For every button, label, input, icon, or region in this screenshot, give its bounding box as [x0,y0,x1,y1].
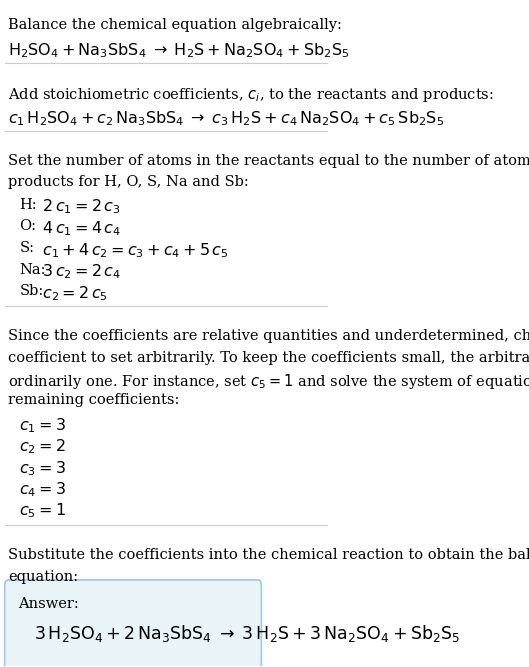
Text: Since the coefficients are relative quantities and underdetermined, choose a: Since the coefficients are relative quan… [8,329,529,344]
Text: $\mathregular{H_2SO_4} + \mathregular{Na_3SbS_4}$$\;\rightarrow\; \mathregular{H: $\mathregular{H_2SO_4} + \mathregular{Na… [8,41,350,60]
Text: $\;2\,c_1 = 2\,c_3$: $\;2\,c_1 = 2\,c_3$ [38,197,121,216]
Text: Balance the chemical equation algebraically:: Balance the chemical equation algebraica… [8,18,342,32]
Text: $3\, \mathregular{H_2SO_4} + 2\, \mathregular{Na_3SbS_4} \;\rightarrow\; 3\, \ma: $3\, \mathregular{H_2SO_4} + 2\, \mathre… [34,623,461,644]
Text: Add stoichiometric coefficients, $c_i$, to the reactants and products:: Add stoichiometric coefficients, $c_i$, … [8,86,494,104]
Text: S:: S: [20,241,34,255]
Text: Na:: Na: [20,263,46,277]
Text: products for H, O, S, Na and Sb:: products for H, O, S, Na and Sb: [8,175,249,189]
Text: $\;c_2 = 2\,c_5$: $\;c_2 = 2\,c_5$ [38,284,107,303]
FancyBboxPatch shape [5,580,261,667]
Text: H:: H: [20,197,37,211]
Text: $\;3\,c_2 = 2\,c_4$: $\;3\,c_2 = 2\,c_4$ [38,263,121,281]
Text: remaining coefficients:: remaining coefficients: [8,393,179,407]
Text: $c_4 = 3$: $c_4 = 3$ [20,480,66,499]
Text: Answer:: Answer: [18,597,79,611]
Text: $\;c_1 + 4\,c_2 = c_3 + c_4 + 5\,c_5$: $\;c_1 + 4\,c_2 = c_3 + c_4 + 5\,c_5$ [38,241,229,259]
Text: O:: O: [20,219,37,233]
Text: coefficient to set arbitrarily. To keep the coefficients small, the arbitrary va: coefficient to set arbitrarily. To keep … [8,351,529,365]
Text: $\;4\,c_1 = 4\,c_4$: $\;4\,c_1 = 4\,c_4$ [38,219,121,238]
Text: $c_1 = 3$: $c_1 = 3$ [20,416,66,436]
Text: equation:: equation: [8,570,78,584]
Text: $c_1\, \mathregular{H_2SO_4} + c_2\, \mathregular{Na_3SbS_4} \;\rightarrow\; c_3: $c_1\, \mathregular{H_2SO_4} + c_2\, \ma… [8,109,444,128]
Text: Substitute the coefficients into the chemical reaction to obtain the balanced: Substitute the coefficients into the che… [8,548,529,562]
Text: $c_5 = 1$: $c_5 = 1$ [20,502,66,520]
Text: Set the number of atoms in the reactants equal to the number of atoms in the: Set the number of atoms in the reactants… [8,154,529,168]
Text: ordinarily one. For instance, set $c_5 = 1$ and solve the system of equations fo: ordinarily one. For instance, set $c_5 =… [8,372,529,391]
Text: $c_3 = 3$: $c_3 = 3$ [20,459,66,478]
Text: Sb:: Sb: [20,284,44,298]
Text: $c_2 = 2$: $c_2 = 2$ [20,438,66,456]
